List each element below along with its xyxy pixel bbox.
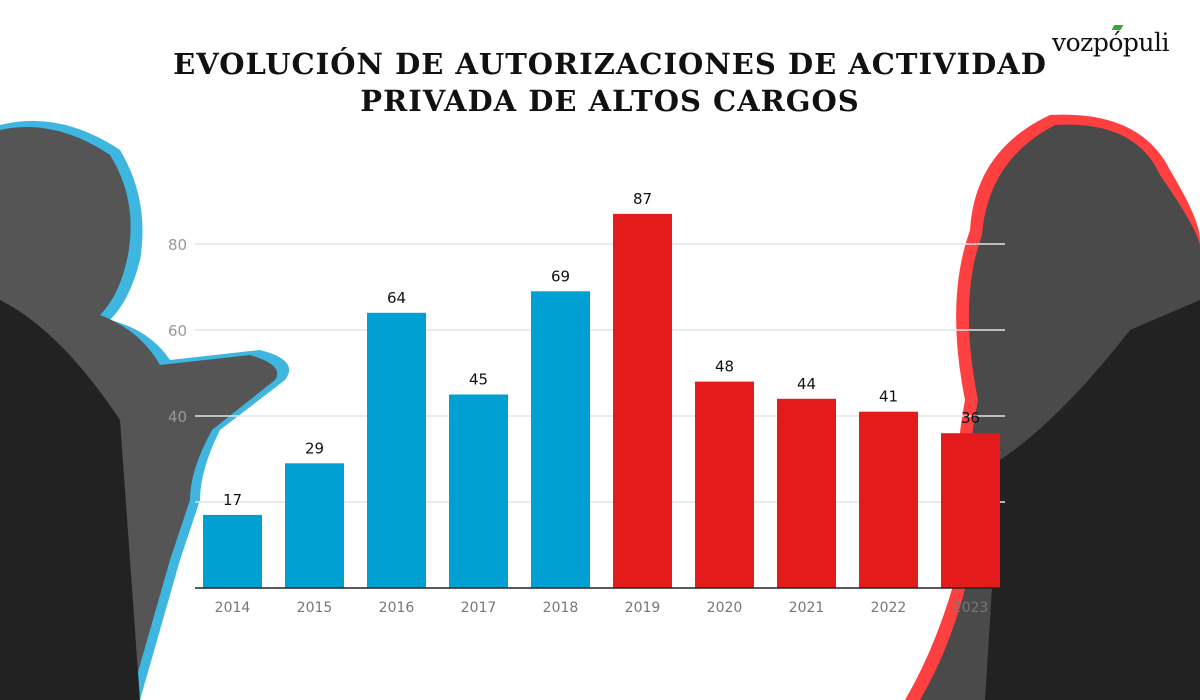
data-label-2018: 69 bbox=[551, 267, 570, 285]
data-label-2016: 64 bbox=[387, 289, 406, 307]
data-label-2019: 87 bbox=[633, 190, 652, 208]
x-tick-label-2020: 2020 bbox=[707, 600, 743, 616]
brand-logo: vozpópuli bbox=[1052, 28, 1170, 57]
x-tick-label-2016: 2016 bbox=[379, 600, 415, 616]
x-tick-label-2017: 2017 bbox=[461, 600, 497, 616]
bar-2019 bbox=[613, 213, 672, 588]
x-tick-label-2023: 2023 bbox=[953, 600, 989, 616]
data-label-2023: 36 bbox=[961, 409, 980, 427]
bar-2018 bbox=[531, 291, 590, 588]
bar-2016 bbox=[367, 312, 426, 588]
bar-2017 bbox=[449, 394, 508, 588]
data-label-2017: 45 bbox=[469, 371, 488, 389]
bar-2015 bbox=[285, 463, 344, 588]
data-label-2021: 44 bbox=[797, 375, 816, 393]
x-tick-label-2019: 2019 bbox=[625, 600, 661, 616]
bar-2023 bbox=[941, 433, 1000, 588]
x-tick-label-2015: 2015 bbox=[297, 600, 333, 616]
chart-title-line-1: EVOLUCIÓN DE AUTORIZACIONES DE ACTIVIDAD bbox=[173, 47, 1047, 81]
chart-title-line-2: PRIVADA DE ALTOS CARGOS bbox=[360, 84, 860, 118]
data-label-2022: 41 bbox=[879, 388, 898, 406]
x-tick-label-2014: 2014 bbox=[215, 600, 251, 616]
data-label-2020: 48 bbox=[715, 358, 734, 376]
chart-title: EVOLUCIÓN DE AUTORIZACIONES DE ACTIVIDAD… bbox=[150, 46, 1070, 120]
bar-2014 bbox=[203, 514, 262, 588]
x-tick-label-2021: 2021 bbox=[789, 600, 825, 616]
y-tick-label: 80 bbox=[168, 236, 187, 254]
data-label-2015: 29 bbox=[305, 439, 324, 457]
bar-2022 bbox=[859, 411, 918, 588]
data-label-2014: 17 bbox=[223, 491, 242, 509]
bar-2020 bbox=[695, 381, 754, 588]
y-tick-label: 60 bbox=[168, 322, 187, 340]
y-tick-label: 40 bbox=[168, 408, 187, 426]
x-tick-label-2022: 2022 bbox=[871, 600, 907, 616]
bar-2021 bbox=[777, 398, 836, 588]
x-tick-label-2018: 2018 bbox=[543, 600, 579, 616]
